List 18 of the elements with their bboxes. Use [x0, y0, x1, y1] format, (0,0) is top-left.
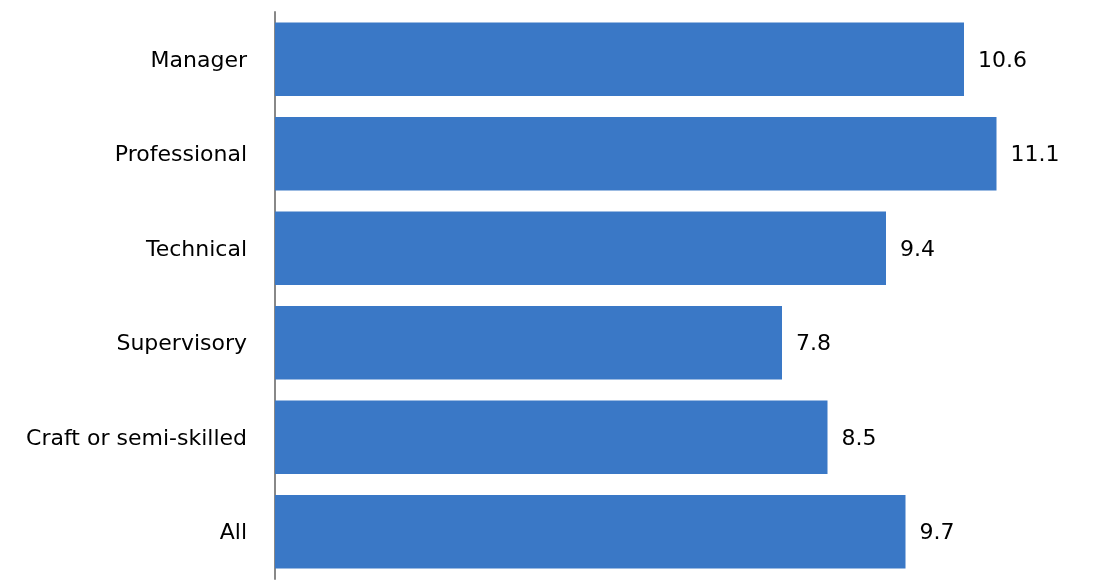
y-tick-label: Manager — [150, 46, 248, 72]
data-label: 9.4 — [900, 235, 935, 261]
y-tick-label: Craft or semi-skilled — [26, 424, 247, 450]
data-label: 10.6 — [978, 46, 1027, 72]
bar — [275, 22, 964, 97]
bar — [275, 211, 886, 286]
y-tick-label: Supervisory — [116, 330, 247, 356]
y-tick-label: Professional — [114, 141, 247, 167]
bar — [275, 116, 997, 191]
data-label: 11.1 — [1010, 141, 1060, 167]
data-label: 7.8 — [796, 330, 831, 356]
y-tick-label: Technical — [144, 235, 247, 261]
bar — [275, 305, 782, 380]
data-label: 9.7 — [919, 519, 955, 545]
bar — [275, 494, 906, 569]
data-label: 8.5 — [841, 424, 877, 450]
y-tick-label: All — [219, 519, 247, 545]
bar — [275, 400, 828, 475]
